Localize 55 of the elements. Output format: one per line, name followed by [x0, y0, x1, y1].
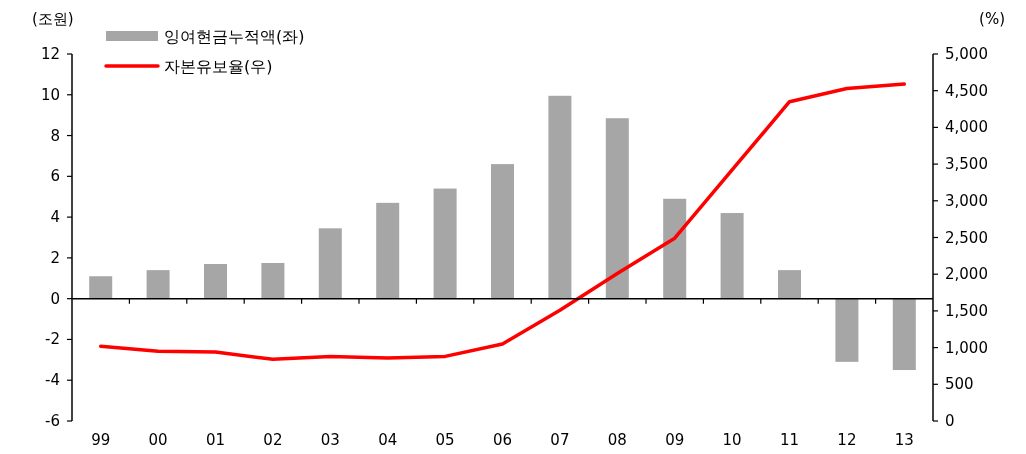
bar — [318, 228, 342, 299]
x-tick-label: 00 — [148, 431, 168, 449]
x-tick-label: 01 — [205, 431, 226, 449]
y2-tick-label: 1,000 — [945, 338, 988, 357]
x-tick-label: 06 — [492, 431, 513, 449]
bar — [146, 270, 170, 299]
y-tick-label: 8 — [50, 126, 60, 145]
y2-tick-label: 3,500 — [945, 155, 988, 174]
bar — [835, 298, 859, 362]
bar — [261, 262, 285, 299]
y2-tick-label: 5,000 — [945, 45, 988, 63]
y2-tick-label: 4,500 — [945, 81, 988, 100]
y2-axis-title: (%) — [979, 10, 1005, 28]
y-tick-label: -6 — [45, 412, 60, 430]
legend-label: 잉여현금누적액(좌) — [164, 27, 305, 46]
y-tick-label: -2 — [45, 330, 60, 349]
y-tick-label: 4 — [50, 208, 60, 227]
y2-tick-label: 0 — [945, 412, 955, 430]
bar — [204, 264, 227, 299]
y2-tick-label: 500 — [945, 375, 974, 394]
bar — [892, 298, 916, 371]
x-tick-label: 08 — [607, 431, 627, 449]
y-tick-label: 10 — [40, 85, 60, 104]
y-tick-label: 2 — [50, 248, 60, 267]
y2-tick-label: 3,000 — [945, 191, 988, 210]
x-tick-label: 04 — [378, 431, 398, 449]
x-tick-label: 13 — [894, 431, 914, 449]
x-tick-label: 09 — [665, 431, 685, 449]
y-tick-label: -4 — [45, 371, 60, 390]
x-tick-label: 05 — [435, 431, 455, 449]
y-tick-label: 12 — [40, 45, 60, 63]
y-axis-title: (조원) — [32, 10, 74, 28]
bar — [491, 164, 514, 299]
y-tick-label: 6 — [50, 167, 60, 186]
x-tick-label: 12 — [837, 431, 857, 449]
x-tick-label: 10 — [722, 431, 742, 449]
legend-label: 자본유보율(우) — [164, 57, 273, 76]
bar — [778, 270, 801, 299]
bar — [663, 198, 687, 299]
x-tick-label: 03 — [320, 431, 340, 449]
x-tick-label: 99 — [91, 431, 111, 449]
y2-tick-label: 1,500 — [945, 301, 988, 320]
y2-tick-label: 2,500 — [945, 228, 988, 247]
bar — [376, 202, 400, 299]
bar — [720, 213, 744, 299]
bar — [89, 276, 113, 299]
x-tick-label: 11 — [779, 431, 800, 449]
bar — [605, 118, 629, 299]
x-tick-label: 02 — [263, 431, 283, 449]
y2-tick-label: 2,000 — [945, 265, 988, 284]
y-tick-label: 0 — [50, 289, 60, 308]
bar — [433, 188, 457, 299]
y2-tick-label: 4,000 — [945, 118, 988, 137]
bar — [548, 95, 572, 299]
x-tick-label: 07 — [550, 431, 570, 449]
